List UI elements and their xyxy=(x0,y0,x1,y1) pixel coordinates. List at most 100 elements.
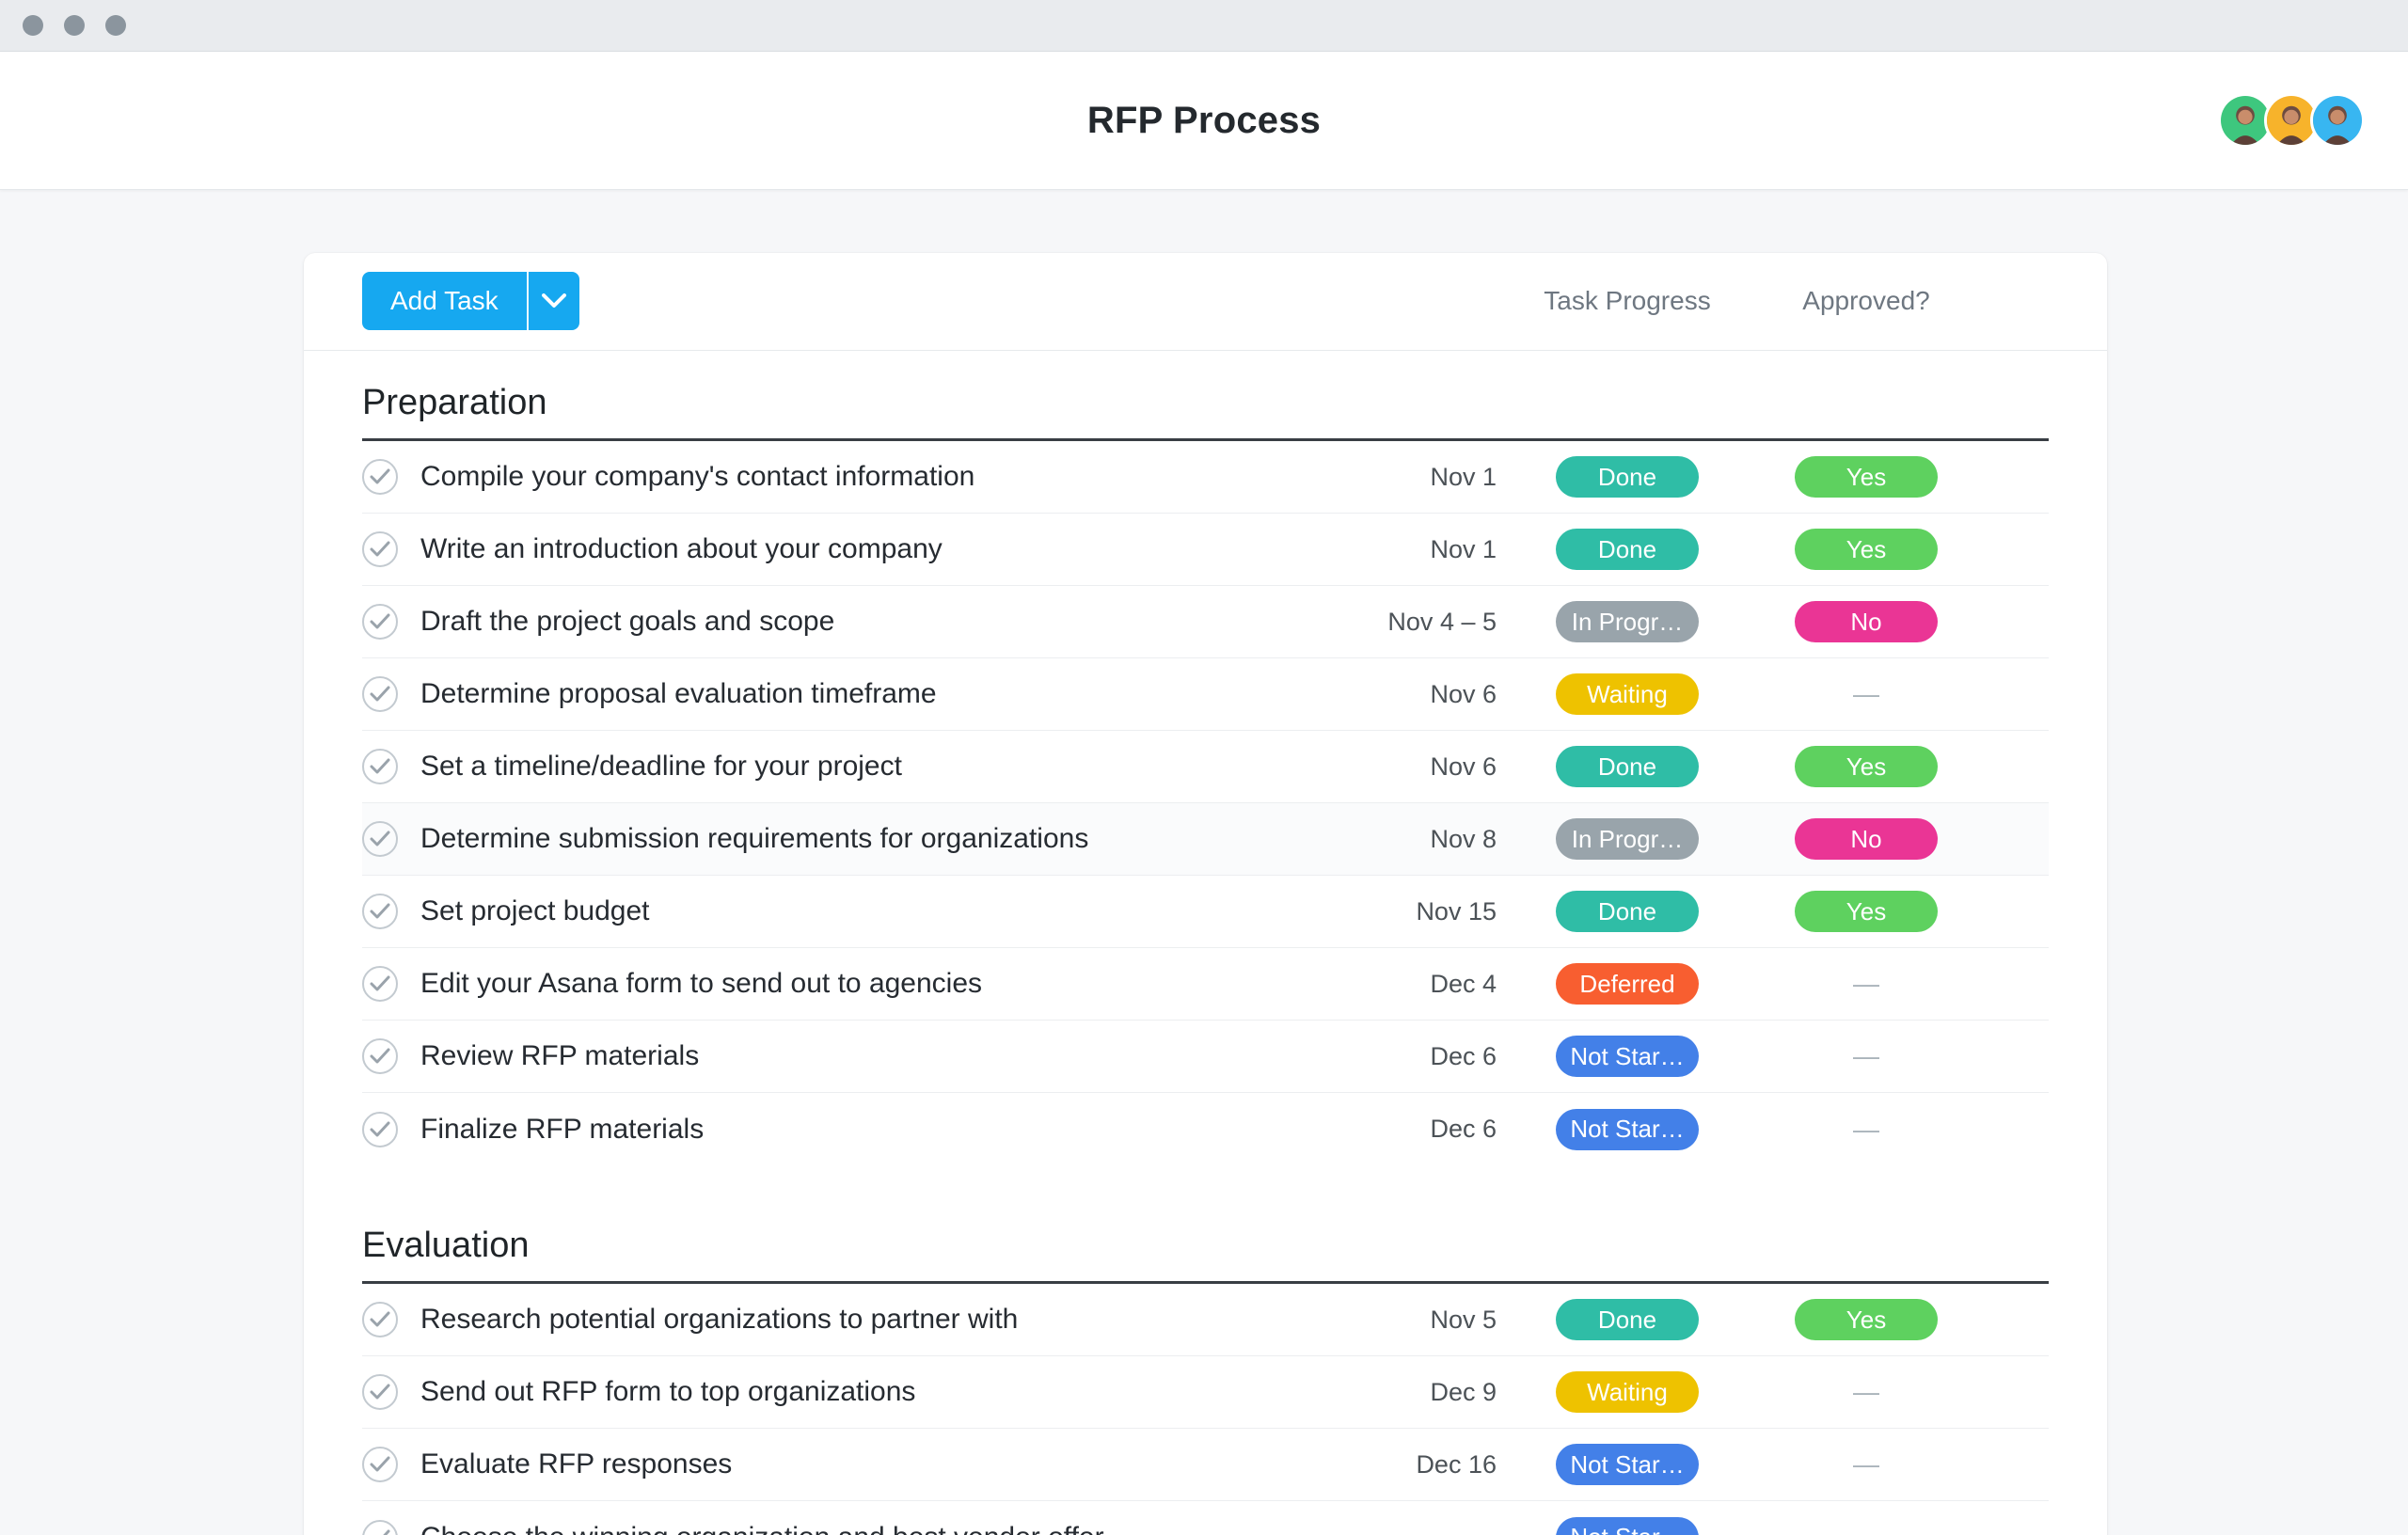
check-circle-icon[interactable] xyxy=(362,1519,398,1535)
task-section: Evaluation Research potential organizati… xyxy=(362,1194,2049,1535)
task-name[interactable]: Determine submission requirements for or… xyxy=(420,823,1089,854)
approved-pill[interactable]: No xyxy=(1795,818,1938,860)
window-control-icon[interactable] xyxy=(105,15,126,36)
status-pill[interactable]: Done xyxy=(1556,891,1699,932)
task-name[interactable]: Send out RFP form to top organizations xyxy=(420,1376,916,1407)
task-name[interactable]: Choose the winning organization and best… xyxy=(420,1522,1337,1535)
avatar-blue-icon[interactable] xyxy=(2310,93,2365,148)
approved-pill[interactable]: Yes xyxy=(1795,1299,1938,1340)
task-name[interactable]: Set a timeline/deadline for your project xyxy=(420,751,902,782)
task-date[interactable]: Dec 6 xyxy=(1430,1041,1497,1070)
task-row[interactable]: Set a timeline/deadline for your project… xyxy=(362,731,2049,803)
window-control-icon[interactable] xyxy=(64,15,85,36)
task-name[interactable]: Finalize RFP materials xyxy=(420,1113,705,1145)
task-list: Preparation Compile your company's conta… xyxy=(362,351,2049,1535)
task-name[interactable]: Draft the project goals and scope xyxy=(420,606,835,637)
section-rows: Compile your company's contact informati… xyxy=(362,441,2049,1165)
task-date[interactable]: Dec 6 xyxy=(1430,1115,1497,1143)
task-date[interactable]: Nov 4 – 5 xyxy=(1387,607,1497,636)
status-pill[interactable]: Not Star… xyxy=(1556,1036,1699,1077)
section-title: Evaluation xyxy=(362,1194,2049,1284)
check-circle-icon[interactable] xyxy=(362,749,398,784)
approved-pill: — xyxy=(1853,679,1879,708)
approved-pill: — xyxy=(1853,1449,1879,1479)
task-row[interactable]: Review RFP materials Dec 6 Not Star… — xyxy=(362,1021,2049,1093)
status-pill[interactable]: Done xyxy=(1556,456,1699,498)
task-row[interactable]: Determine proposal evaluation timeframe … xyxy=(362,658,2049,731)
task-row[interactable]: Choose the winning organization and best… xyxy=(362,1501,2049,1535)
status-pill[interactable]: Not Star… xyxy=(1556,1516,1699,1535)
status-pill[interactable]: Waiting xyxy=(1556,1371,1699,1413)
task-date[interactable]: Nov 8 xyxy=(1430,824,1497,853)
status-pill[interactable]: Waiting xyxy=(1556,673,1699,715)
approved-pill: — xyxy=(1853,1114,1879,1144)
task-name[interactable]: Write an introduction about your company xyxy=(420,533,943,564)
status-pill[interactable]: Not Star… xyxy=(1556,1444,1699,1485)
check-circle-icon[interactable] xyxy=(362,531,398,567)
approved-pill[interactable]: Yes xyxy=(1795,456,1938,498)
check-circle-icon[interactable] xyxy=(362,1374,398,1410)
avatar-green-icon[interactable] xyxy=(2218,93,2273,148)
task-date[interactable]: Nov 5 xyxy=(1430,1305,1497,1334)
approved-pill[interactable]: Yes xyxy=(1795,891,1938,932)
page-title: RFP Process xyxy=(1086,99,1322,141)
task-name[interactable]: Edit your Asana form to send out to agen… xyxy=(420,968,983,999)
column-header-approved: Approved? xyxy=(1802,286,1930,315)
status-pill[interactable]: In Progr… xyxy=(1556,818,1699,860)
approved-pill[interactable]: No xyxy=(1795,601,1938,642)
check-circle-icon[interactable] xyxy=(362,459,398,495)
task-name[interactable]: Evaluate RFP responses xyxy=(420,1448,733,1480)
task-date[interactable]: Nov 15 xyxy=(1416,896,1497,926)
task-date[interactable]: Nov 6 xyxy=(1430,679,1497,708)
app-header: RFP Process xyxy=(0,52,2408,190)
check-circle-icon[interactable] xyxy=(362,821,398,857)
task-row[interactable]: Write an introduction about your company… xyxy=(362,514,2049,586)
window-control-icon[interactable] xyxy=(23,15,43,36)
approved-pill[interactable]: Yes xyxy=(1795,746,1938,787)
check-circle-icon[interactable] xyxy=(362,1447,398,1482)
task-date[interactable]: Dec 16 xyxy=(1416,1449,1497,1479)
toolbar: Add Task Task Progress Approved? xyxy=(304,253,2107,351)
task-row[interactable]: Edit your Asana form to send out to agen… xyxy=(362,948,2049,1021)
task-row[interactable]: Send out RFP form to top organizations D… xyxy=(362,1356,2049,1429)
task-name[interactable]: Determine proposal evaluation timeframe xyxy=(420,678,937,709)
task-name[interactable]: Set project budget xyxy=(420,895,650,926)
add-task-button[interactable]: Add Task xyxy=(362,272,579,330)
chevron-down-icon[interactable] xyxy=(529,272,579,330)
task-row[interactable]: Research potential organizations to part… xyxy=(362,1284,2049,1356)
window-title-bar xyxy=(0,0,2408,52)
approved-pill[interactable]: Yes xyxy=(1795,529,1938,570)
column-header-task-progress: Task Progress xyxy=(1544,286,1711,315)
task-date[interactable]: Nov 1 xyxy=(1430,462,1497,491)
status-pill[interactable]: Not Star… xyxy=(1556,1108,1699,1150)
task-name[interactable]: Review RFP materials xyxy=(420,1040,700,1071)
task-date[interactable]: Nov 6 xyxy=(1430,752,1497,781)
check-circle-icon[interactable] xyxy=(362,966,398,1002)
status-pill[interactable]: Done xyxy=(1556,529,1699,570)
status-pill[interactable]: Done xyxy=(1556,746,1699,787)
task-name[interactable]: Research potential organizations to part… xyxy=(420,1304,1019,1335)
task-date[interactable]: Dec 9 xyxy=(1430,1377,1497,1406)
add-task-label: Add Task xyxy=(362,272,529,330)
task-name[interactable]: Compile your company's contact informati… xyxy=(420,461,975,492)
check-circle-icon[interactable] xyxy=(362,1302,398,1337)
status-pill[interactable]: Deferred xyxy=(1556,963,1699,1005)
task-row[interactable]: Set project budget Nov 15 Done Yes xyxy=(362,876,2049,948)
check-circle-icon[interactable] xyxy=(362,604,398,640)
check-circle-icon[interactable] xyxy=(362,1038,398,1074)
task-row[interactable]: Draft the project goals and scope Nov 4 … xyxy=(362,586,2049,658)
task-row[interactable]: Finalize RFP materials Dec 6 Not Star… — xyxy=(362,1093,2049,1165)
approved-pill: — xyxy=(1853,1041,1879,1070)
task-row[interactable]: Determine submission requirements for or… xyxy=(362,803,2049,876)
task-row[interactable]: Compile your company's contact informati… xyxy=(362,441,2049,514)
task-date[interactable]: Nov 1 xyxy=(1430,534,1497,563)
check-circle-icon[interactable] xyxy=(362,676,398,712)
check-circle-icon[interactable] xyxy=(362,1111,398,1147)
status-pill[interactable]: Done xyxy=(1556,1299,1699,1340)
section-rows: Research potential organizations to part… xyxy=(362,1284,2049,1535)
task-date[interactable]: Dec 4 xyxy=(1430,969,1497,998)
task-section: Preparation Compile your company's conta… xyxy=(362,351,2049,1165)
check-circle-icon[interactable] xyxy=(362,894,398,929)
task-row[interactable]: Evaluate RFP responses Dec 16 Not Star… … xyxy=(362,1429,2049,1501)
status-pill[interactable]: In Progr… xyxy=(1556,601,1699,642)
